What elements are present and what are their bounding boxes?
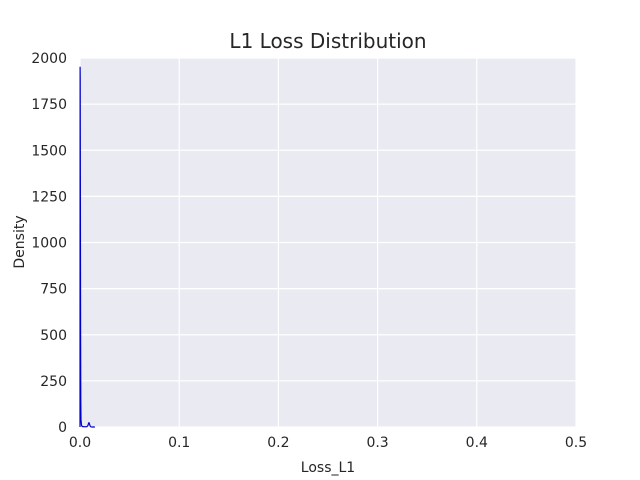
y-tick-label: 500	[40, 328, 67, 344]
y-tick-labels: 0 250 500 750 1000 1250 1500 1750 2000	[31, 51, 67, 436]
x-tick-label: 0.3	[366, 435, 388, 451]
x-tick-label: 0.4	[466, 435, 488, 451]
data-series	[79, 66, 95, 428]
x-tick-label: 0.2	[267, 435, 289, 451]
x-tick-labels: 0.0 0.1 0.2 0.3 0.4 0.5	[69, 435, 587, 451]
y-tick-label: 1250	[31, 189, 67, 205]
y-axis-label: Density	[12, 215, 28, 268]
y-tick-label: 1750	[31, 97, 67, 113]
y-tick-label: 0	[58, 420, 67, 436]
density-line	[79, 66, 95, 428]
y-tick-label: 750	[40, 282, 67, 298]
y-tick-label: 1000	[31, 236, 67, 252]
chart-title: L1 Loss Distribution	[229, 29, 426, 53]
y-gridlines	[80, 57, 576, 428]
y-tick-label: 1500	[31, 143, 67, 159]
x-tick-label: 0.1	[168, 435, 190, 451]
y-tick-label: 250	[40, 374, 67, 390]
x-tick-label: 0.0	[69, 435, 91, 451]
x-tick-label: 0.5	[565, 435, 587, 451]
y-tick-label: 2000	[31, 51, 67, 67]
x-axis-label: Loss_L1	[301, 460, 355, 476]
